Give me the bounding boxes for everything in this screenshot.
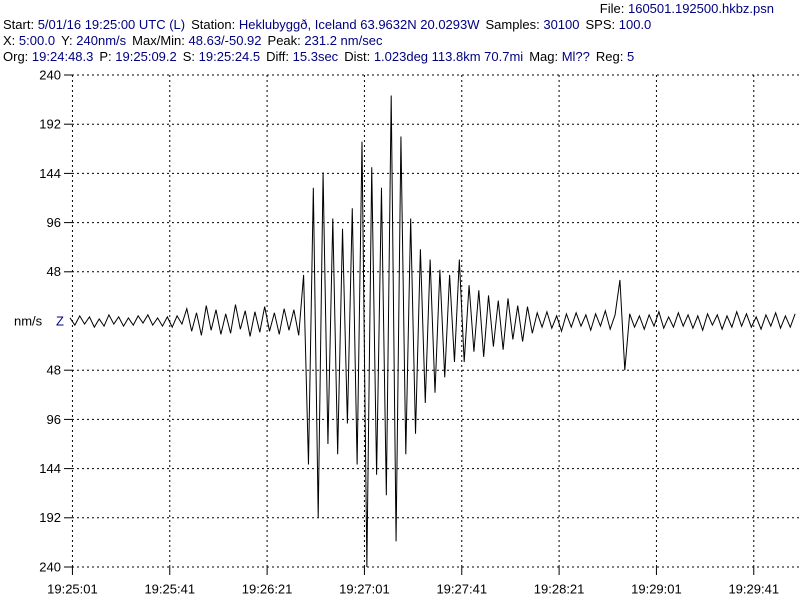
y-tick-label: 240 — [39, 67, 61, 82]
y-tick-label: 192 — [39, 117, 61, 132]
channel-label: Z — [56, 313, 64, 328]
file-value: 160501.192500.hkbz.psn — [627, 1, 774, 16]
x-tick-label: 19:28:21 — [534, 581, 585, 596]
y-tick-label: 48 — [47, 264, 61, 279]
x-tick-label: 19:27:41 — [436, 581, 487, 596]
x-tick-label: 19:25:01 — [47, 581, 98, 596]
info-label: Station: — [191, 17, 236, 32]
x-tick-label: 19:26:21 — [242, 581, 293, 596]
file-label: File: — [599, 1, 625, 16]
info-value: 231.2 nm/sec — [304, 33, 383, 48]
info-label: Start: — [3, 17, 35, 32]
info-value: 5 — [627, 49, 635, 64]
y-tick-label: 192 — [39, 510, 61, 525]
y-tick-label: 144 — [39, 461, 61, 476]
info-label: Peak: — [267, 33, 301, 48]
y-tick-label: 96 — [47, 412, 61, 427]
info-value: 5/01/16 19:25:00 UTC (L) — [37, 17, 186, 32]
info-label: Dist: — [344, 49, 371, 64]
info-label: SPS: — [585, 17, 616, 32]
info-value: Ml?? — [561, 49, 590, 64]
y-tick-label: 96 — [47, 215, 61, 230]
x-tick-label: 19:29:41 — [728, 581, 779, 596]
info-value: Heklubyggð, Iceland 63.9632N 20.0293W — [238, 17, 480, 32]
info-line: Org: 19:24:48.3 P: 19:25:09.2 S: 19:25:24.… — [3, 49, 640, 65]
info-label: Y: — [61, 33, 73, 48]
x-tick-label: 19:25:41 — [144, 581, 195, 596]
info-label: Reg: — [595, 49, 624, 64]
info-label: Samples: — [485, 17, 540, 32]
y-axis-label: nm/s — [14, 313, 43, 328]
info-value: 48.63/-50.92 — [188, 33, 262, 48]
info-value: 100.0 — [618, 17, 652, 32]
x-tick-label: 19:27:01 — [339, 581, 390, 596]
info-label: Mag: — [529, 49, 559, 64]
info-value: 19:25:09.2 — [115, 49, 177, 64]
file-line: File: 160501.192500.hkbz.psn — [600, 1, 780, 17]
info-value: 19:24:48.3 — [31, 49, 94, 64]
info-value: 30100 — [543, 17, 580, 32]
info-value: 15.3sec — [292, 49, 339, 64]
info-label: Max/Min: — [132, 33, 185, 48]
info-value: 1.023deg 113.8km 70.7mi — [373, 49, 524, 64]
info-value: 19:25:24.5 — [198, 49, 261, 64]
info-value: 240nm/s — [76, 33, 127, 48]
x-tick-label: 19:29:01 — [631, 581, 682, 596]
info-line: Start: 5/01/16 19:25:00 UTC (L) Station: … — [3, 17, 657, 33]
info-label: X: — [3, 33, 16, 48]
info-line: X: 5:00.0 Y: 240nm/s Max/Min: 48.63/-50.92… — [3, 33, 388, 49]
info-label: S: — [182, 49, 196, 64]
waveform — [69, 95, 796, 568]
y-tick-label: 240 — [39, 559, 61, 574]
info-label: Org: — [3, 49, 29, 64]
header: File: 160501.192500.hkbz.psn Start: 5/01… — [0, 0, 800, 66]
info-value: 5:00.0 — [18, 33, 56, 48]
info-label: Diff: — [266, 49, 290, 64]
y-tick-label: 144 — [39, 166, 61, 181]
y-tick-label: 48 — [47, 363, 61, 378]
info-label: P: — [99, 49, 112, 64]
